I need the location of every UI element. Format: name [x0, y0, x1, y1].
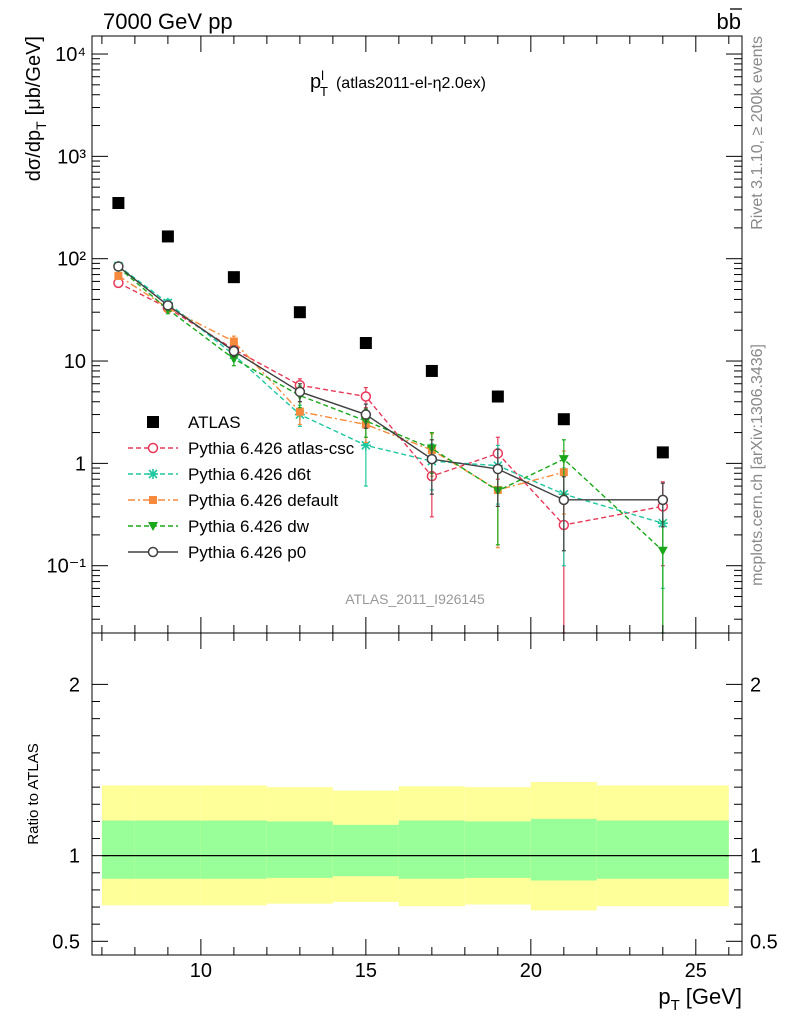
- main-series-layer: [112, 197, 669, 634]
- legend-label: Pythia 6.426 dw: [188, 517, 310, 536]
- legend-label: ATLAS: [188, 413, 241, 432]
- data-point: [147, 416, 159, 428]
- mcplots-label: mcplots.cern.ch [arXiv:1306.3436]: [749, 344, 766, 586]
- legend-item-atlas: ATLAS: [147, 413, 241, 432]
- data-point: [228, 354, 239, 364]
- ratio-band-inner: [332, 824, 399, 877]
- header-right-bar: b: [729, 9, 741, 34]
- ratio-frame: [91, 632, 743, 956]
- main-ylabel-unit: [μb/GeV]: [23, 36, 45, 115]
- legend-item-dw: Pythia 6.426 dw: [128, 517, 310, 536]
- legend-item-default: Pythia 6.426 default: [128, 491, 339, 510]
- ratio-y-tick-label: 0.5: [52, 931, 80, 953]
- header-right: bb: [717, 9, 742, 34]
- data-point: [293, 306, 306, 319]
- header-left: 7000 GeV pp: [103, 9, 233, 34]
- y-tick-label: 1: [75, 453, 86, 475]
- data-point: [148, 522, 158, 531]
- ratio-y-tick-label-right: 2: [750, 674, 761, 696]
- ratio-band-inner: [101, 820, 135, 879]
- legend-label: Pythia 6.426 d6t: [188, 465, 311, 484]
- data-point: [558, 455, 569, 465]
- legend-item-atlas_csc: Pythia 6.426 atlas-csc: [128, 439, 355, 458]
- data-point: [114, 271, 123, 280]
- data-point: [113, 261, 124, 272]
- legend-label: Pythia 6.426 atlas-csc: [188, 439, 355, 458]
- data-point: [228, 345, 240, 357]
- ratio-band-inner: [134, 820, 201, 879]
- data-point: [147, 546, 159, 558]
- data-point: [360, 391, 372, 402]
- data-point: [149, 496, 157, 504]
- x-tick-label: 25: [685, 960, 707, 982]
- data-point: [426, 453, 438, 465]
- series-atlas: [112, 197, 669, 459]
- data-point: [656, 446, 669, 459]
- y-tick-label: 10⁻¹: [47, 556, 87, 578]
- ratio-band-inner: [464, 821, 531, 878]
- main-axes: 10⁻¹ 1 10 10² 10³ 10⁴: [47, 36, 742, 633]
- series-line: [118, 282, 663, 526]
- data-point: [359, 337, 372, 350]
- title-sup: l: [321, 68, 324, 83]
- ratio-y-tick-label: 2: [69, 674, 80, 696]
- series-p0: [113, 261, 669, 552]
- main-ylabel-sub: T: [33, 121, 49, 130]
- ratio-y-tick-label: 1: [69, 846, 80, 868]
- series-line: [117, 265, 664, 524]
- ratio-band-inner: [530, 818, 597, 881]
- y-tick-label: 10³: [57, 146, 86, 168]
- data-point: [148, 469, 158, 479]
- x-tick-label: 10: [190, 960, 212, 982]
- ratio-band-inner: [266, 821, 333, 878]
- data-point: [227, 271, 240, 284]
- x-tick-label: 15: [355, 960, 377, 982]
- y-tick-label: 10⁴: [55, 44, 86, 66]
- ratio-band-inner: [200, 820, 267, 879]
- data-point: [425, 364, 438, 377]
- data-point: [558, 494, 570, 506]
- watermark: ATLAS_2011_I926145: [345, 591, 485, 607]
- data-point: [162, 300, 174, 311]
- legend-label: Pythia 6.426 p0: [188, 543, 306, 562]
- ratio-ylabel: Ratio to ATLAS: [25, 743, 42, 844]
- ratio-bands: [101, 782, 729, 911]
- data-point: [657, 494, 669, 506]
- series-line: [117, 266, 664, 552]
- data-point: [360, 409, 372, 420]
- data-point: [161, 230, 174, 243]
- title-rest: (atlas2011-el-η2.0ex): [336, 75, 486, 92]
- data-point: [657, 546, 668, 556]
- data-point: [112, 197, 125, 210]
- data-point: [491, 390, 504, 403]
- data-point: [294, 386, 306, 398]
- x-axis-label-sub: T: [671, 997, 680, 1014]
- legend-label: Pythia 6.426 default: [188, 491, 339, 510]
- data-point: [147, 442, 159, 454]
- legend-item-p0: Pythia 6.426 p0: [128, 543, 306, 562]
- data-point: [557, 413, 570, 426]
- ratio-y-tick-label-right: 1: [750, 846, 761, 868]
- data-point: [492, 463, 504, 475]
- main-title: pl T (atlas2011-el-η2.0ex): [310, 68, 486, 99]
- x-tick-label: 20: [520, 960, 542, 982]
- x-axis-label-unit: [GeV]: [686, 984, 742, 1009]
- ratio-axes: 0.5 0.5 1 1 2 2 10 15 20 25: [52, 633, 778, 982]
- ratio-band-inner: [596, 820, 729, 879]
- legend-item-d6t: Pythia 6.426 d6t: [128, 465, 311, 484]
- legend: ATLAS Pythia 6.426 atlas-csc Pythia 6.426 …: [128, 413, 355, 562]
- ratio-band-inner: [398, 820, 465, 879]
- data-point: [229, 337, 238, 346]
- data-point: [295, 407, 304, 416]
- y-tick-label: 10: [64, 351, 86, 373]
- y-tick-label: 10²: [57, 249, 86, 271]
- ratio-y-tick-label-right: 0.5: [750, 931, 778, 953]
- rivet-label: Rivet 3.1.10, ≥ 200k events: [749, 36, 766, 230]
- ratio-panel: 0.5 0.51 12 210 15 20 25 Ratio to ATLAS pT [GeV…: [25, 632, 778, 1014]
- main-ylabel: dσ/dpT[μb/GeV]: [23, 36, 49, 181]
- title-sub: T: [320, 84, 328, 99]
- x-axis-label: pT [GeV]: [658, 984, 742, 1014]
